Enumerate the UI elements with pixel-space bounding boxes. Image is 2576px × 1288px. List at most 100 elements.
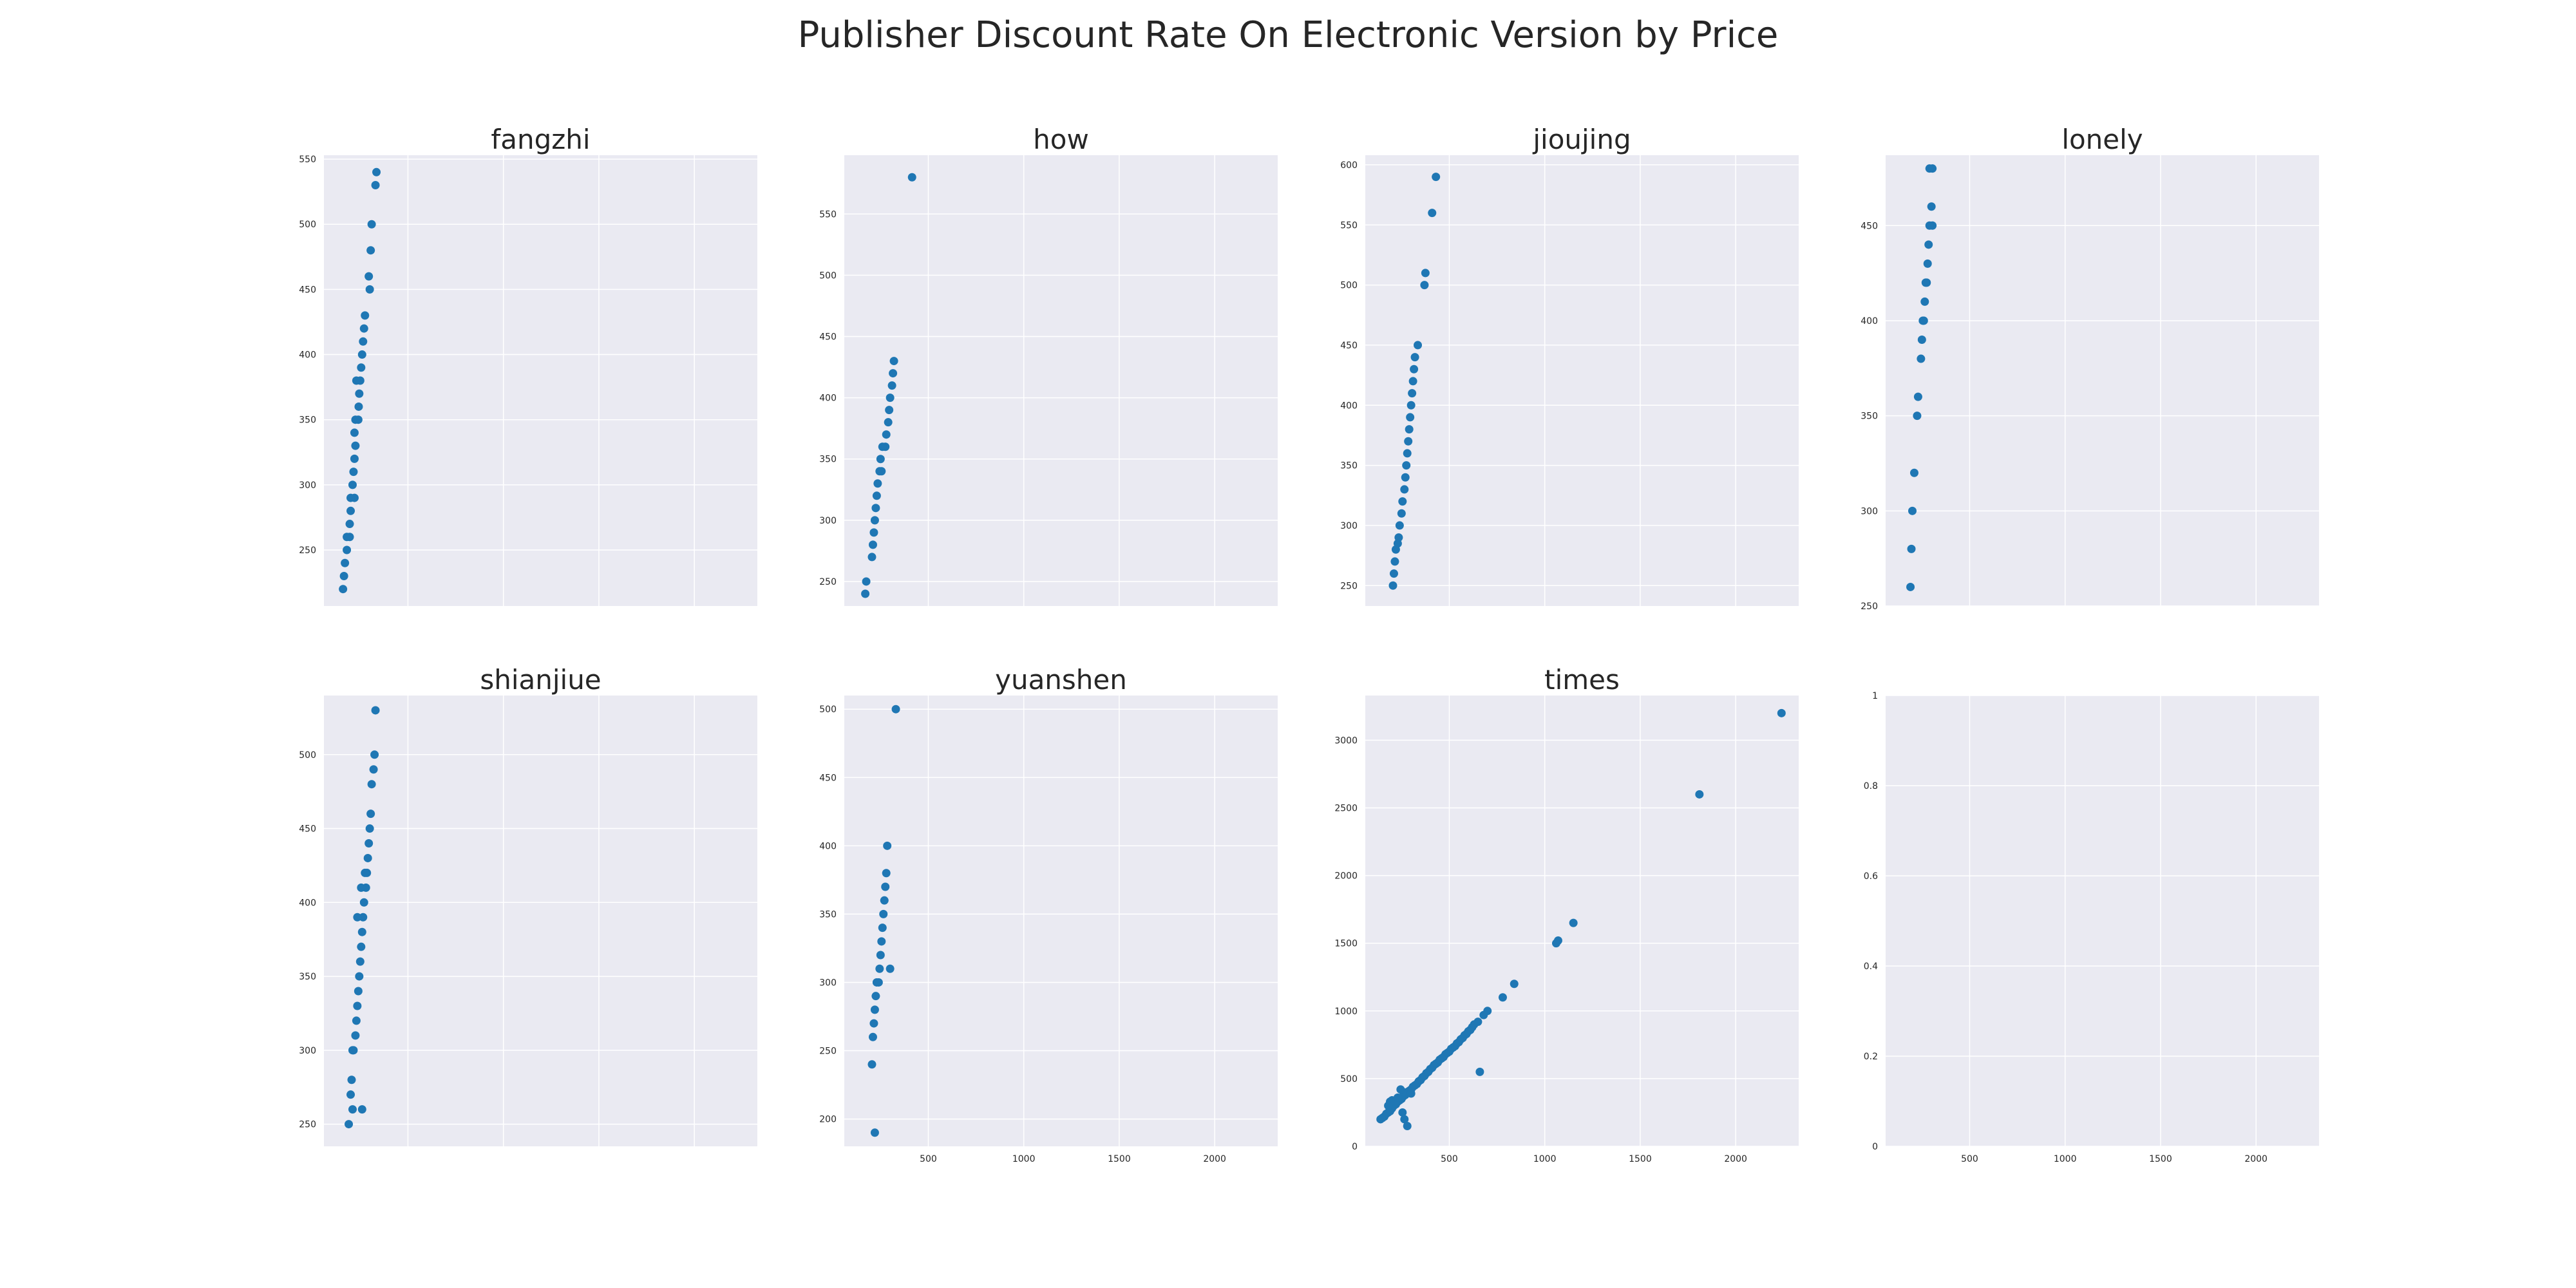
data-point	[868, 1032, 877, 1041]
subplot-title: fangzhi	[491, 124, 590, 155]
data-point	[370, 750, 379, 759]
y-tick-label: 1500	[1334, 939, 1358, 949]
data-point	[877, 937, 886, 946]
data-point	[1909, 468, 1918, 477]
data-point	[1410, 353, 1419, 362]
data-point	[351, 441, 360, 450]
subplot-jioujing: 250 300 350 400 450 500 550 600 jioujing	[1340, 124, 1799, 606]
data-point	[357, 363, 366, 372]
data-point	[1414, 341, 1423, 350]
data-point	[883, 841, 892, 850]
plot-area	[1886, 696, 2319, 1146]
y-tick-label: 250	[819, 1046, 837, 1057]
subplot-shianjiue: 250 300 350 400 450 500 shianjiue	[299, 664, 757, 1146]
data-point	[907, 173, 916, 182]
y-tick-label: 450	[1861, 221, 1878, 231]
plot-area	[844, 155, 1278, 606]
data-point	[873, 479, 882, 488]
y-tick-label: 0	[1872, 1142, 1878, 1152]
data-point	[1479, 1010, 1488, 1019]
subplot-title: yuanshen	[995, 664, 1127, 696]
data-point	[355, 972, 364, 981]
data-point	[882, 430, 891, 439]
y-tick-label: 450	[299, 285, 316, 295]
data-point	[1398, 497, 1407, 506]
subplot-how: 250 300 350 400 450 500 550 how	[819, 124, 1278, 606]
data-point	[349, 468, 358, 477]
y-tick-label: 500	[1340, 281, 1358, 291]
data-point	[862, 577, 871, 586]
y-tick-label: 600	[1340, 160, 1358, 171]
y-tick-label: 400	[819, 393, 837, 404]
data-point	[345, 1120, 354, 1129]
x-tick-label: 500	[920, 1154, 937, 1164]
data-point	[1475, 1067, 1484, 1076]
data-point	[1927, 202, 1936, 211]
y-tick-label: 350	[299, 972, 316, 982]
data-point	[1398, 1108, 1407, 1117]
y-tick-label: 350	[819, 909, 837, 920]
data-point	[1924, 240, 1933, 249]
data-point	[1403, 1121, 1412, 1130]
data-point	[1404, 437, 1413, 446]
subplot-yuanshen: 200 250 300 350 400 450 500 500 1000 1500 2000 yuan…	[819, 664, 1278, 1164]
y-tick-label: 0.8	[1864, 781, 1878, 791]
x-tick-label: 1500	[1108, 1154, 1131, 1164]
data-point	[1400, 1115, 1409, 1124]
data-point	[355, 957, 365, 966]
data-point	[1920, 297, 1929, 306]
data-point	[346, 1090, 355, 1099]
data-point	[359, 898, 368, 907]
y-tick-label: 400	[819, 841, 837, 851]
data-point	[1908, 506, 1917, 515]
data-point	[366, 246, 375, 255]
data-point	[1393, 1093, 1402, 1102]
data-point	[365, 272, 374, 281]
y-tick-label: 0.6	[1864, 871, 1878, 882]
data-point	[886, 393, 895, 402]
y-tick-label: 450	[1340, 341, 1358, 351]
data-point	[347, 1075, 356, 1084]
y-tick-label: 450	[299, 824, 316, 835]
y-tick-label: 0.2	[1864, 1052, 1878, 1062]
data-point	[1913, 412, 1922, 421]
data-point	[1384, 1101, 1393, 1110]
y-tick-label: 400	[299, 350, 316, 361]
y-tick-label: 400	[1340, 401, 1358, 411]
data-point	[1907, 544, 1916, 553]
y-tick-label: 400	[299, 898, 316, 908]
data-point	[1406, 1089, 1416, 1098]
data-point	[876, 455, 885, 464]
y-tick-label: 300	[819, 978, 837, 988]
data-point	[359, 913, 368, 922]
y-tick-label: 450	[819, 773, 837, 783]
data-point	[350, 454, 359, 463]
x-tick-label: 1000	[2054, 1154, 2077, 1164]
data-point	[1395, 521, 1404, 530]
data-point	[357, 927, 366, 936]
y-tick-label: 550	[1340, 220, 1358, 231]
y-tick-label: 450	[819, 332, 837, 343]
subplot-title: shianjiue	[480, 664, 601, 696]
data-point	[1498, 993, 1507, 1002]
data-point	[367, 220, 376, 229]
data-point	[363, 853, 372, 862]
plot-area	[1886, 155, 2319, 606]
data-point	[875, 964, 884, 973]
chart-suptitle: Publisher Discount Rate On Electronic Ve…	[797, 14, 1779, 56]
data-point	[346, 506, 355, 515]
data-point	[361, 868, 370, 877]
y-tick-label: 250	[299, 545, 316, 556]
data-point	[876, 951, 885, 960]
data-point	[1510, 980, 1519, 989]
data-point	[1390, 557, 1399, 566]
x-tick-label: 2000	[2244, 1154, 2268, 1164]
data-point	[355, 389, 364, 398]
data-point	[878, 442, 887, 451]
x-tick-label: 2000	[1203, 1154, 1226, 1164]
data-point	[1923, 259, 1932, 268]
data-point	[365, 285, 374, 294]
y-tick-label: 250	[1861, 601, 1878, 612]
data-point	[1569, 918, 1578, 927]
